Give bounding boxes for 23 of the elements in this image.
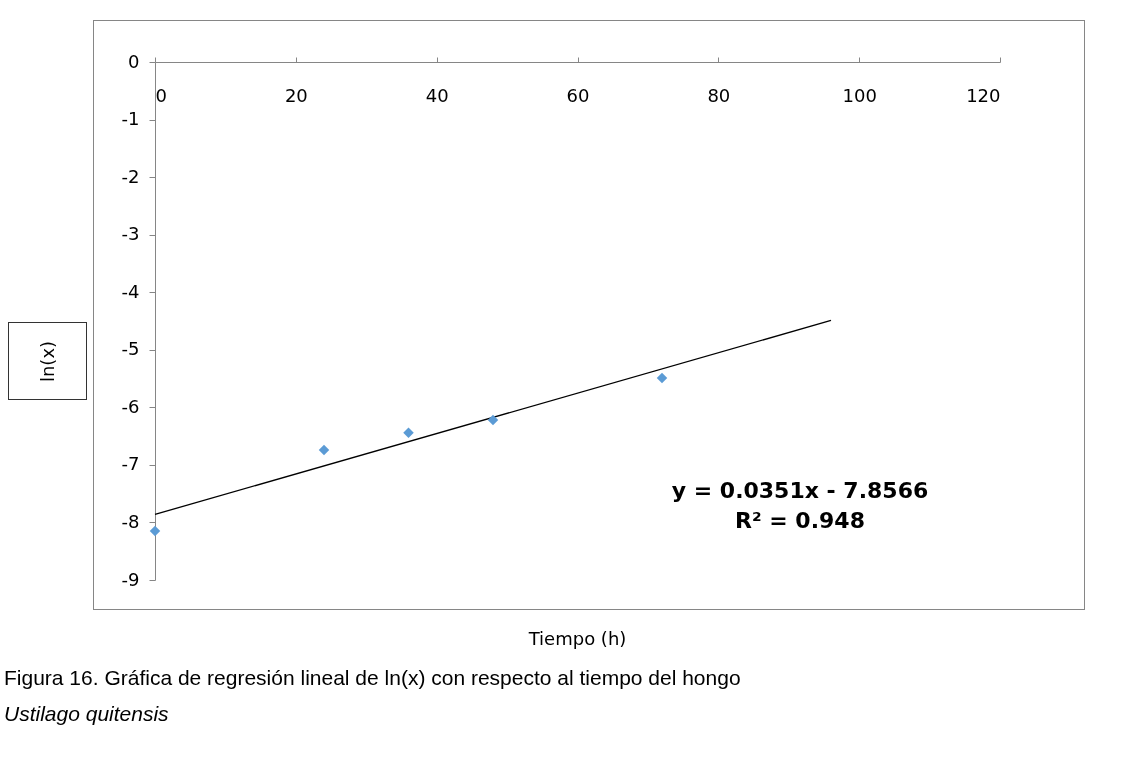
x-tick-label: 100	[842, 84, 877, 106]
y-tick-label: -1	[121, 108, 140, 130]
x-tick-label: 60	[566, 84, 590, 106]
x-tick-label: 20	[284, 84, 308, 106]
y-tick-label: -5	[121, 338, 140, 360]
text: Ustilago quitensis	[4, 702, 169, 726]
y-tick-label: -9	[121, 568, 140, 590]
x-axis-title: Tiempo (h)	[527, 628, 628, 649]
y-tick-label: -3	[121, 223, 140, 245]
y-tick-label: -2	[121, 165, 140, 187]
y-tick-label: -7	[121, 453, 140, 475]
annotation: y = 0.0351x - 7.8566	[671, 478, 929, 503]
y-tick-label: -4	[121, 280, 140, 302]
y-tick-label: 0	[128, 50, 140, 72]
x-tick-label: 80	[707, 84, 731, 106]
y-tick-label: -8	[121, 510, 140, 532]
y-axis-title: ln(x)	[36, 340, 58, 382]
annotation: R² = 0.948	[735, 508, 865, 533]
x-tick-label: 120	[966, 84, 1001, 106]
text: Figura 16. Gráfica de regresión lineal de ln(x) con respecto al tiempo del hongo	[4, 666, 741, 690]
x-tick-label: 0	[155, 84, 167, 106]
x-tick-label: 40	[425, 84, 449, 106]
y-tick-label: -6	[121, 395, 140, 417]
